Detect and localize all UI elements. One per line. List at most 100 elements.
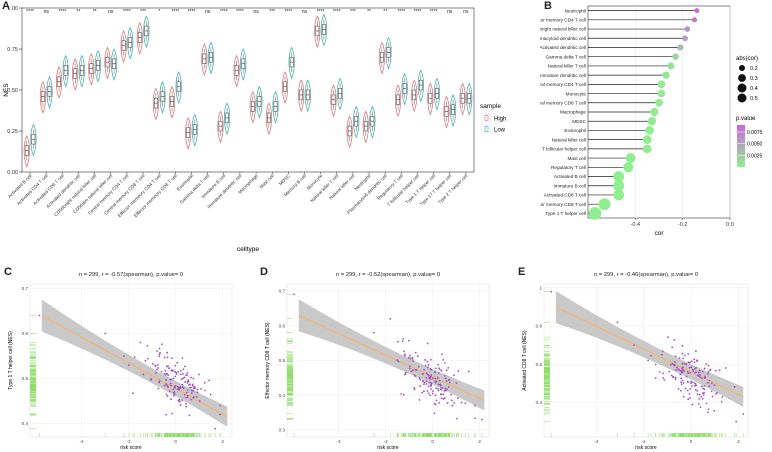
scatter-point: [700, 385, 703, 388]
lollipop-dot: [623, 162, 634, 173]
scatter-point: [680, 377, 683, 380]
scatter-point: [185, 396, 188, 399]
scatter-point: [151, 362, 154, 365]
scatter-point: [442, 398, 445, 400]
lollipop-dot: [672, 53, 679, 60]
scatter-point: [662, 372, 665, 375]
scatter-point: [400, 392, 403, 395]
scatter-point: [407, 356, 410, 359]
violin-high: [136, 22, 143, 55]
scatter-point: [680, 371, 683, 374]
scatter-point: [446, 402, 449, 404]
scatter-point: [426, 360, 429, 363]
scatter-point: [680, 383, 683, 385]
scatter-point: [436, 376, 439, 379]
y-tick-label: 1: [539, 285, 542, 290]
scatter-point: [674, 376, 677, 379]
scatter-point: [182, 377, 185, 380]
scatter-point: [167, 386, 169, 388]
lollipop-dot: [598, 198, 611, 211]
scatter-point: [735, 420, 738, 423]
violin-pair: [427, 77, 440, 116]
violin-low: [320, 13, 327, 47]
lollipop-item: [588, 89, 666, 98]
scatter-point: [733, 386, 736, 388]
scatter-point: [174, 375, 177, 378]
y-tick-label: Natural killer cell: [552, 137, 586, 142]
lollipop-item: [588, 171, 625, 182]
scatter-point: [685, 363, 688, 366]
x-tick-label: 2: [478, 439, 481, 444]
scatter-point: [702, 387, 705, 390]
lollipop-item: [588, 117, 657, 126]
scatter-point: [714, 393, 717, 395]
violin-low: [466, 82, 473, 116]
legend-color-label: 0.0025: [747, 153, 763, 159]
scatter-chart-d: n = 299, r = -0.52(spearman), p.value= 0…: [265, 272, 490, 451]
scatter-point: [707, 381, 709, 384]
scatter-point: [708, 379, 711, 382]
lollipop-item: [588, 80, 666, 89]
scatter-point: [704, 376, 707, 379]
y-tick-label: Macrophage: [560, 110, 586, 115]
scatter-point: [434, 367, 437, 370]
scatter-point: [435, 380, 438, 383]
scatter-point: [691, 368, 694, 371]
scatter-point: [421, 391, 424, 394]
scatter-point: [409, 357, 412, 360]
scatter-point: [185, 391, 188, 394]
scatter-point: [434, 381, 437, 384]
x-tick-label: -2: [642, 439, 647, 444]
scatter-point: [204, 389, 206, 392]
significance-label: ****: [220, 9, 228, 15]
scatter-point: [691, 403, 694, 406]
scatter-point: [434, 377, 437, 380]
violin-low: [304, 79, 311, 113]
scatter-point: [696, 360, 699, 363]
y-tick-label: 0.7: [279, 289, 286, 294]
violin-high: [152, 87, 159, 121]
scatter-point: [158, 347, 161, 350]
scatter-point: [444, 362, 446, 364]
legend-label: Low: [494, 128, 506, 134]
scatter-point: [191, 384, 194, 387]
scatter-point: [166, 395, 169, 398]
legend-color: p.value 0.0075 0.0050 0.0025: [736, 116, 763, 167]
violin-low: [224, 102, 231, 136]
scatter-point: [685, 375, 688, 378]
scatter-point: [698, 369, 701, 372]
scatter-point: [156, 368, 158, 371]
scatter-point: [437, 387, 439, 390]
scatter-point: [186, 389, 189, 392]
violin-low: [127, 26, 134, 60]
violin-high: [265, 102, 272, 136]
scatter-point: [128, 364, 130, 367]
scatter-point: [419, 385, 422, 387]
violin-high: [23, 135, 30, 168]
scatter-point: [192, 377, 195, 380]
y-tick-label: 0.5: [22, 376, 29, 381]
scatter-point: [430, 382, 433, 385]
scatter-point: [172, 377, 175, 380]
violin-low: [207, 41, 214, 75]
violin-high: [185, 117, 192, 150]
scatter-point: [422, 390, 425, 393]
scatter-point: [144, 359, 147, 362]
x-axis-label: risk score: [377, 445, 399, 451]
scatter-point: [179, 369, 182, 372]
scatter-point: [695, 371, 697, 374]
scatter-point: [680, 389, 682, 392]
y-tick-label: 0.00: [7, 170, 18, 176]
x-tick-label: 2: [221, 439, 224, 444]
x-tick-label: Gamma delta T cell: [179, 173, 211, 205]
scatter-point: [467, 370, 470, 373]
scatter-point: [219, 413, 221, 416]
scatter-point: [683, 362, 686, 365]
violin-pair: [378, 36, 392, 75]
x-axis-label: risk score: [120, 445, 142, 451]
scatter-point: [695, 384, 698, 387]
y-tick-label: T follicular helper cell: [542, 147, 586, 152]
scatter-point: [187, 380, 190, 383]
scatter-point: [682, 366, 684, 369]
scatter-point: [427, 366, 429, 369]
